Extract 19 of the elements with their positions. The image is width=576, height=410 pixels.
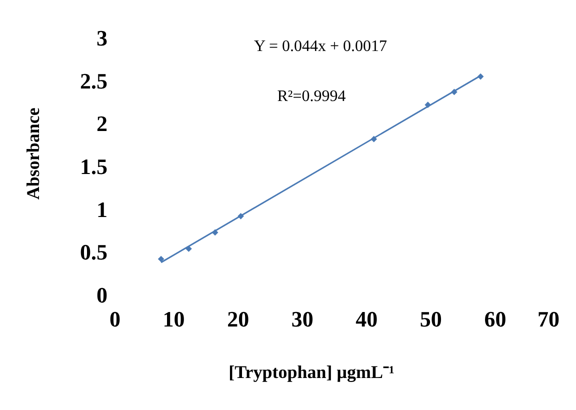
y-tick-label: 2.5	[80, 68, 108, 94]
x-tick-label: 70	[538, 306, 560, 332]
x-tick-label: 50	[420, 306, 442, 332]
x-tick-label: 40	[356, 306, 378, 332]
point	[158, 256, 164, 262]
x-axis-title: [Tryptophan] μgmL⁻¹	[228, 362, 394, 382]
y-tick-label: 3	[96, 26, 108, 50]
x-tick-label: 10	[162, 306, 185, 332]
y-tick-label: 1	[96, 196, 108, 222]
annotation: R²=0.9994	[277, 88, 346, 105]
y-tick-label: 0	[96, 282, 108, 308]
x-tick-label: 30	[291, 306, 314, 332]
y-tick-label: 0.5	[80, 240, 108, 265]
x-tick-label: 60	[484, 306, 506, 332]
annotation: Y = 0.044x + 0.0017	[254, 38, 388, 55]
x-tick-label: 20	[227, 306, 250, 332]
y-tick-label: 2	[96, 111, 108, 136]
y-tick-label: 1.5	[80, 154, 108, 179]
y-axis-title: Absorbance	[23, 108, 43, 200]
